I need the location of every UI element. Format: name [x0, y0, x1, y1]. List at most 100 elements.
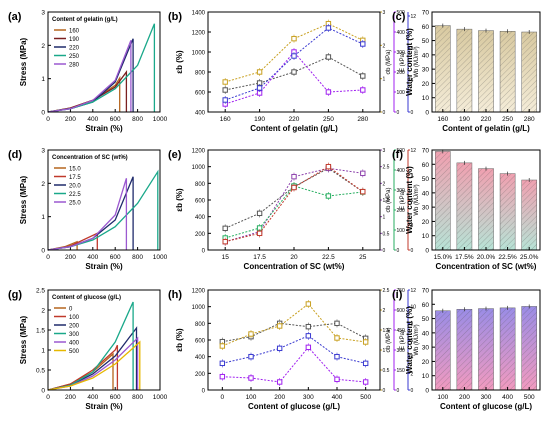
legend-entry: 20.0 — [69, 184, 81, 190]
right-tick-label: 6 — [411, 198, 414, 204]
y-tick-label: 40 — [422, 330, 430, 337]
right-tick-label: 1.5 — [383, 198, 390, 204]
right-tick-label: 4 — [411, 355, 414, 361]
series-line — [47, 178, 128, 251]
panel-label: (e) — [168, 149, 182, 161]
y-tick-label: 400 — [195, 111, 206, 117]
right-tick-label: 2 — [383, 43, 386, 49]
legend-entry: 250 — [69, 54, 80, 60]
data-point — [256, 210, 263, 217]
bar-hatch — [435, 310, 451, 390]
right-tick-label: 0 — [411, 248, 414, 254]
data-point — [360, 73, 366, 79]
right-tick-label: 0.5 — [383, 368, 390, 374]
data-point — [276, 345, 283, 352]
right-tick-label: 100 — [397, 228, 406, 234]
right-axis-label: Wb (MJ/m³) — [414, 324, 420, 355]
right-tick-label: 2 — [411, 371, 414, 377]
series-line — [47, 23, 156, 113]
x-tick-label: 190 — [459, 116, 470, 123]
series-line — [222, 303, 366, 347]
x-tick-label: 20 — [290, 254, 298, 261]
x-tick-label: 15.0% — [434, 254, 453, 261]
y-axis-label: Water content (%) — [405, 166, 414, 234]
x-tick-label: 160 — [437, 116, 448, 123]
data-point — [325, 193, 332, 199]
data-point — [219, 343, 226, 349]
x-tick-label: 160 — [220, 116, 231, 123]
series-line — [222, 346, 366, 383]
data-point — [305, 344, 312, 351]
panel-label: (f) — [392, 149, 403, 161]
right-tick-label: 100 — [397, 90, 406, 96]
stress-strain-frame — [47, 149, 161, 251]
x-axis-label: Concentration of SC (wt%) — [436, 262, 537, 271]
y-tick-label: 0 — [41, 388, 45, 395]
right-tick-label: 300 — [397, 50, 406, 56]
x-tick-label: 15 — [222, 254, 230, 261]
bar-hatch — [478, 30, 494, 113]
right-tick-label: 3 — [411, 223, 414, 229]
data-point — [248, 375, 254, 381]
panel-label: (d) — [8, 149, 22, 161]
y-tick-label: 0 — [425, 388, 429, 395]
x-tick-label: 17.5 — [253, 254, 266, 261]
right-tick-label: 500 — [397, 10, 406, 16]
right-tick-label: 12 — [411, 288, 417, 294]
x-axis-label: Strain (%) — [85, 402, 123, 411]
y-tick-label: 10 — [422, 95, 430, 102]
y-tick-label: 3 — [41, 148, 45, 155]
legend-entry: 25.0 — [69, 201, 81, 207]
series-line — [47, 326, 138, 391]
x-axis-label: Content of gelatin (g/L) — [442, 124, 530, 133]
y-tick-label: 10 — [422, 373, 430, 380]
right-axis-label: E (kPa) — [400, 190, 406, 210]
right-axis-label: Wb (MJ/m³) — [414, 184, 420, 215]
data-point — [325, 89, 332, 95]
x-tick-label: 400 — [87, 116, 98, 123]
x-tick-label: 100 — [246, 394, 257, 401]
right-tick-label: 0 — [397, 248, 400, 254]
bar-hatch — [435, 25, 451, 113]
right-tick-label: 1.5 — [383, 328, 390, 334]
data-point — [325, 54, 332, 60]
x-tick-label: 0 — [46, 394, 50, 401]
data-point — [325, 163, 332, 170]
right-axis-label: E (kPa) — [400, 52, 406, 72]
y-tick-label: 2 — [41, 181, 45, 188]
data-point — [305, 301, 312, 307]
right-tick-label: 1 — [383, 348, 386, 354]
right-axis-label: σb (MPa) — [386, 49, 392, 74]
data-point — [334, 353, 340, 360]
y-tick-label: 800 — [195, 182, 206, 188]
x-tick-label: 220 — [481, 116, 492, 123]
y-tick-label: 1200 — [192, 149, 206, 155]
y-tick-label: 70 — [422, 288, 430, 295]
x-axis-label: Content of glucose (g/L) — [248, 402, 340, 411]
right-tick-label: 450 — [397, 328, 406, 334]
x-tick-label: 800 — [132, 394, 143, 401]
stress-strain-frame — [47, 289, 161, 391]
x-tick-label: 25.0% — [520, 254, 539, 261]
x-axis-label: Strain (%) — [85, 124, 123, 133]
right-axis-label: σb (MPa) — [386, 327, 392, 352]
x-tick-label: 17.5% — [455, 254, 474, 261]
legend-entry: 160 — [69, 29, 80, 35]
x-tick-label: 280 — [357, 116, 368, 123]
data-point — [360, 87, 366, 93]
data-point — [222, 238, 228, 245]
data-point — [222, 87, 228, 93]
series-line — [47, 75, 121, 113]
y-tick-label: 60 — [422, 24, 430, 31]
y-tick-label: 40 — [422, 190, 430, 197]
x-tick-label: 0 — [221, 394, 225, 401]
right-tick-label: 300 — [397, 188, 406, 194]
right-tick-label: 10 — [411, 305, 417, 311]
series-line — [47, 340, 141, 391]
y-tick-label: 600 — [195, 91, 206, 97]
x-tick-label: 200 — [65, 254, 76, 261]
right-tick-label: 12 — [411, 148, 417, 154]
bar-hatch — [456, 309, 472, 390]
